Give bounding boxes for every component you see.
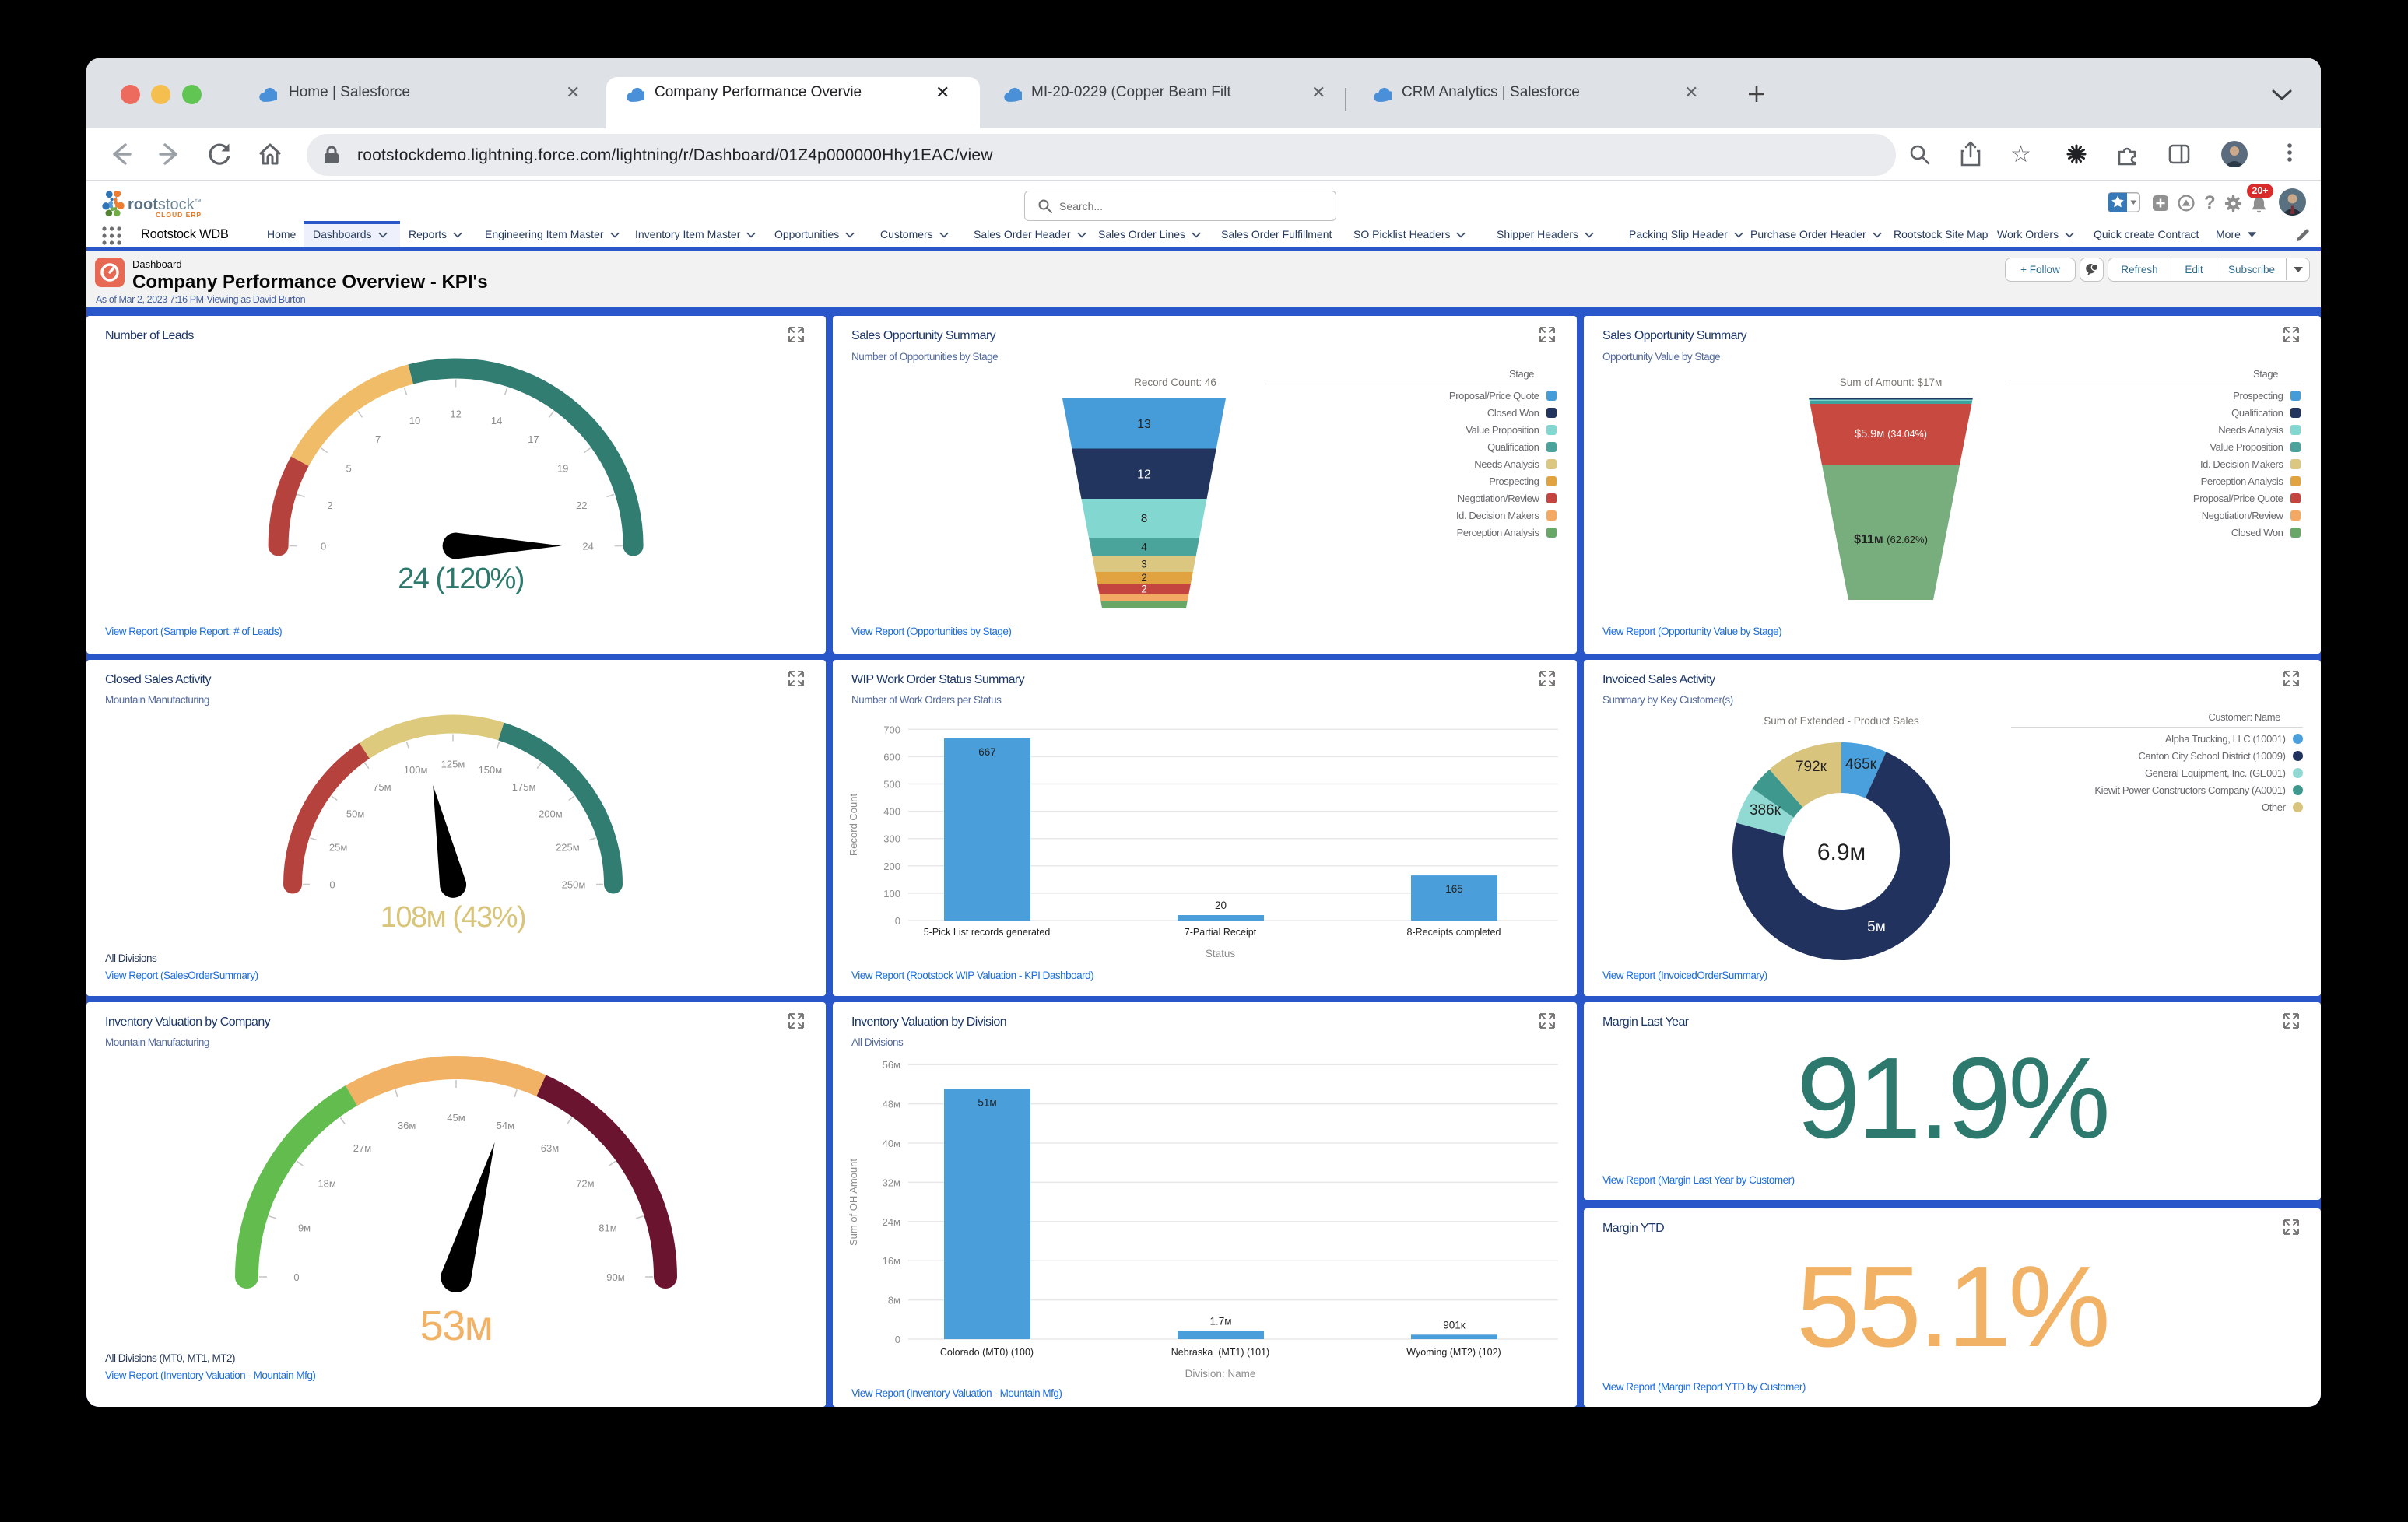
svg-text:250м: 250м [562, 879, 586, 891]
svg-text:90м: 90м [606, 1271, 624, 1283]
svg-text:7: 7 [375, 433, 381, 445]
svg-text:40м: 40м [883, 1138, 900, 1149]
svg-text:3: 3 [1141, 559, 1147, 570]
svg-text:12: 12 [1137, 468, 1151, 481]
svg-text:4: 4 [1141, 542, 1147, 553]
svg-text:2: 2 [327, 500, 332, 511]
svg-text:72м: 72м [576, 1178, 594, 1190]
svg-text:0: 0 [293, 1271, 299, 1283]
svg-text:Sum of Amount: $17м: Sum of Amount: $17м [1840, 377, 1943, 388]
svg-text:24м: 24м [883, 1216, 900, 1228]
svg-text:32м: 32м [883, 1177, 900, 1188]
svg-text:$5.9м (34.04%): $5.9м (34.04%) [1855, 428, 1927, 440]
svg-text:Status: Status [1206, 948, 1236, 959]
svg-text:Wyoming (MT2) (102): Wyoming (MT2) (102) [1406, 1347, 1501, 1358]
svg-text:6.9м: 6.9м [1817, 840, 1866, 865]
svg-text:25м: 25м [329, 842, 347, 854]
svg-text:5м: 5м [1867, 919, 1886, 935]
svg-text:8: 8 [1141, 512, 1147, 525]
svg-text:55.1%: 55.1% [1796, 1243, 2108, 1371]
svg-text:75м: 75м [373, 781, 391, 793]
svg-text:20: 20 [1215, 900, 1227, 911]
svg-text:5: 5 [346, 463, 351, 475]
svg-text:100м: 100м [404, 764, 428, 776]
svg-text:13: 13 [1137, 418, 1151, 431]
svg-text:Sum of OH Amount: Sum of OH Amount [848, 1159, 859, 1246]
svg-text:Division: Name: Division: Name [1185, 1368, 1256, 1380]
svg-text:54м: 54м [497, 1120, 514, 1131]
svg-text:1.7м: 1.7м [1209, 1315, 1231, 1327]
svg-text:300: 300 [883, 833, 900, 845]
svg-text:12: 12 [450, 409, 461, 420]
svg-text:0: 0 [321, 541, 326, 552]
svg-text:2: 2 [1141, 572, 1147, 584]
svg-text:Sum of Extended - Product Sale: Sum of Extended - Product Sales [1764, 715, 1919, 727]
svg-text:108м (43%): 108м (43%) [381, 901, 525, 934]
svg-text:0: 0 [329, 879, 335, 891]
svg-text:792к: 792к [1795, 759, 1827, 775]
svg-text:50м: 50м [346, 808, 364, 819]
svg-text:700: 700 [883, 724, 900, 735]
svg-text:225м: 225м [556, 842, 580, 854]
svg-text:16м: 16м [883, 1255, 900, 1267]
svg-text:0: 0 [895, 1334, 900, 1345]
svg-text:56м: 56м [883, 1059, 900, 1071]
svg-text:200: 200 [883, 861, 900, 872]
svg-text:465к: 465к [1845, 756, 1877, 773]
svg-text:500: 500 [883, 779, 900, 791]
svg-text:51м: 51м [978, 1097, 996, 1109]
svg-text:200м: 200м [539, 808, 563, 819]
svg-text:24 (120%): 24 (120%) [398, 563, 524, 595]
svg-text:175м: 175м [512, 781, 536, 793]
svg-text:0: 0 [895, 915, 900, 927]
svg-text:63м: 63м [541, 1142, 559, 1154]
svg-text:10: 10 [409, 415, 420, 426]
svg-text:125м: 125м [441, 759, 465, 770]
svg-text:91.9%: 91.9% [1796, 1034, 2108, 1163]
svg-text:48м: 48м [883, 1099, 900, 1110]
svg-text:27м: 27м [353, 1142, 371, 1154]
svg-text:Nebraska (MT1) (101): Nebraska (MT1) (101) [1171, 1347, 1269, 1358]
svg-text:81м: 81м [598, 1222, 616, 1234]
svg-text:36м: 36м [398, 1120, 416, 1131]
svg-text:600: 600 [883, 751, 900, 763]
svg-text:22: 22 [576, 500, 587, 511]
svg-text:100: 100 [883, 888, 900, 900]
svg-text:53м: 53м [420, 1303, 493, 1349]
svg-text:17: 17 [528, 433, 539, 445]
svg-text:9м: 9м [298, 1222, 311, 1234]
svg-text:8м: 8м [888, 1295, 900, 1306]
svg-text:5-Pick List records generated: 5-Pick List records generated [924, 927, 1051, 938]
svg-text:901к: 901к [1443, 1319, 1466, 1331]
svg-text:667: 667 [978, 746, 996, 758]
svg-text:2: 2 [1141, 584, 1147, 595]
svg-text:Colorado (MT0) (100): Colorado (MT0) (100) [940, 1347, 1034, 1358]
svg-text:386к: 386к [1750, 802, 1781, 819]
svg-text:7-Partial Receipt: 7-Partial Receipt [1185, 927, 1257, 938]
svg-text:150м: 150м [479, 764, 503, 776]
svg-text:Record Count: Record Count [848, 794, 859, 857]
svg-text:165: 165 [1445, 883, 1463, 895]
svg-text:Record Count: 46: Record Count: 46 [1134, 377, 1216, 388]
svg-text:$11м (62.62%): $11м (62.62%) [1854, 533, 1928, 546]
svg-text:400: 400 [883, 806, 900, 818]
svg-text:8-Receipts completed: 8-Receipts completed [1407, 927, 1501, 938]
svg-text:45м: 45м [447, 1112, 465, 1124]
svg-text:18м: 18м [318, 1178, 335, 1190]
svg-text:19: 19 [557, 463, 568, 475]
svg-text:14: 14 [491, 415, 502, 426]
svg-text:24: 24 [582, 541, 593, 552]
